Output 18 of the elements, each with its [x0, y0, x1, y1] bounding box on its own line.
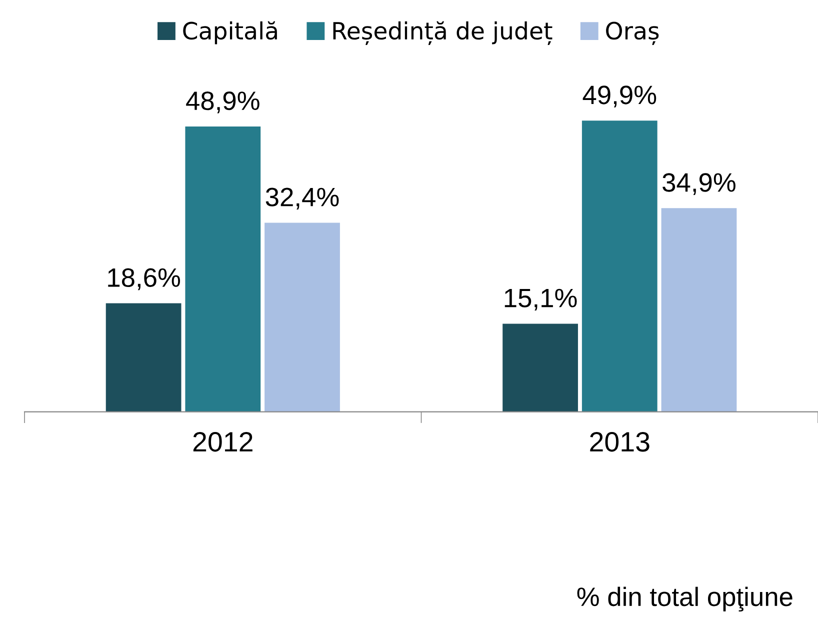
data-label: 34,9%	[662, 173, 736, 195]
legend-label: Reședință de județ	[333, 21, 552, 45]
x-tick-label: 2012	[193, 432, 252, 452]
data-label: 15,1%	[504, 288, 577, 311]
bar	[582, 120, 658, 412]
x-tick-label: 2013	[590, 432, 650, 452]
data-label: 49,9%	[582, 86, 656, 108]
data-label: 32,4%	[266, 188, 339, 210]
bar	[502, 324, 578, 412]
legend-label: Oraș	[606, 22, 659, 45]
data-label: 48,9%	[186, 91, 260, 114]
bar	[106, 303, 182, 412]
legend-label: Capitală	[183, 21, 277, 44]
text: % din total opţiune	[577, 586, 792, 612]
bar	[661, 208, 737, 412]
bar	[185, 126, 261, 412]
data-label: 18,6%	[108, 268, 180, 290]
bar	[264, 222, 340, 412]
